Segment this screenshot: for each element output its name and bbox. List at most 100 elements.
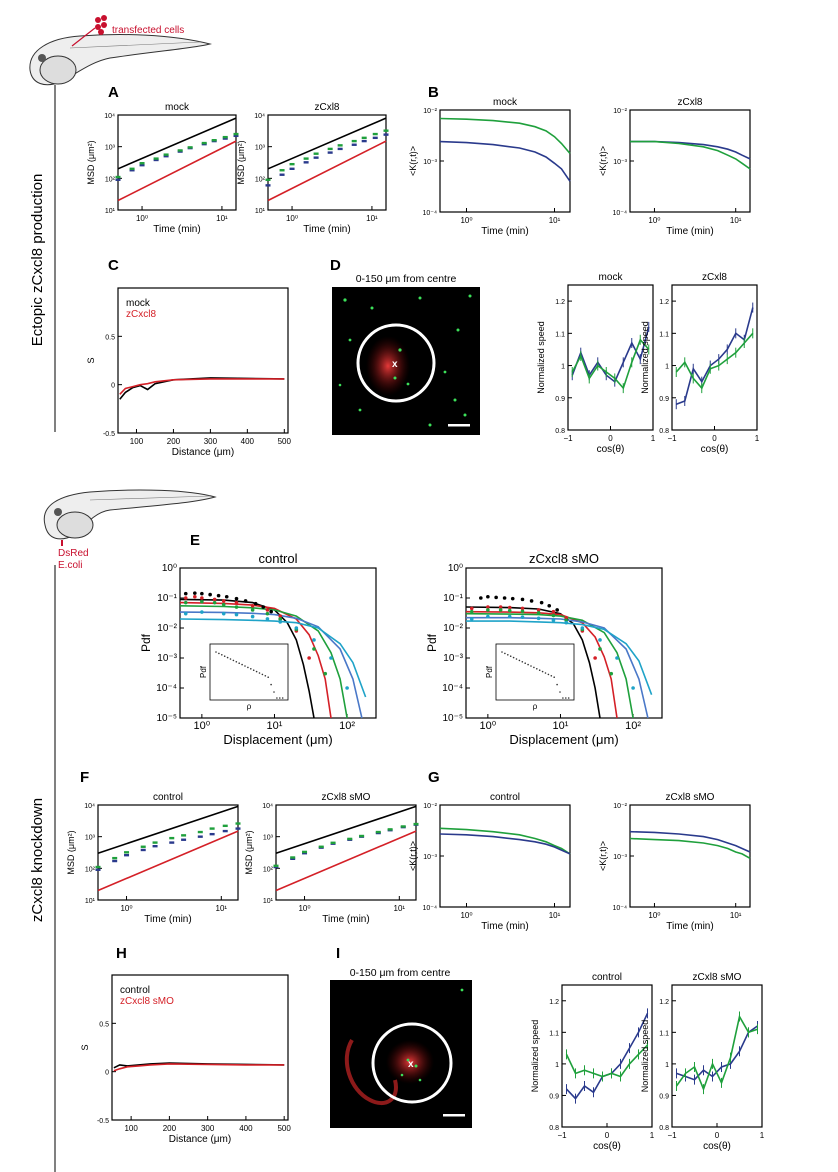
y-tick-label: 10⁻² <box>613 803 627 810</box>
data-point-green <box>486 608 490 612</box>
y-axis-label: S <box>80 1044 90 1050</box>
x-tick-label: 10¹ <box>730 911 742 920</box>
inset-point <box>524 662 526 664</box>
y-tick-label: 0.9 <box>659 396 669 403</box>
data-point-blue <box>129 169 135 172</box>
data-point-green <box>187 146 193 149</box>
y-tick-label: 10⁻² <box>613 108 627 115</box>
data-point-green <box>551 613 556 618</box>
data-point-green <box>400 825 406 828</box>
data-point-black <box>216 593 221 598</box>
data-point-green <box>361 136 367 140</box>
data-point-green <box>289 162 295 166</box>
inset-point <box>281 697 284 699</box>
y-tick-label: 10⁻⁴ <box>442 683 463 694</box>
panel-letter-A: A <box>108 84 119 101</box>
series-line-black <box>97 805 239 854</box>
data-point-green <box>265 178 271 181</box>
y-tick-label: 10² <box>105 176 116 183</box>
plot-frame <box>117 287 289 434</box>
data-point-cyan <box>520 615 525 619</box>
chart-title: mock <box>493 97 518 108</box>
inset-point <box>553 676 555 678</box>
image-caption-i: 0-150 μm from centre <box>350 967 451 979</box>
x-tick-label: 10⁰ <box>460 216 472 225</box>
data-point-green <box>265 611 270 616</box>
panel-letter-F: F <box>80 769 89 786</box>
y-tick-label: -0.5 <box>103 431 115 438</box>
inset-y-label: Pdf <box>485 665 494 678</box>
plot-frame <box>629 804 751 908</box>
data-point-blue <box>327 151 333 154</box>
data-point-blue <box>372 136 378 140</box>
data-point-green <box>290 856 296 859</box>
transfected-cells-label: transfected cells <box>112 25 184 36</box>
data-point-green <box>520 609 525 614</box>
data-point-cyan <box>221 611 226 616</box>
y-tick-label: 0.5 <box>105 334 115 341</box>
inset-point <box>507 654 509 656</box>
y-tick-label: 10¹ <box>85 898 96 905</box>
data-point-cyan <box>294 626 299 630</box>
data-point-green <box>383 129 389 132</box>
series-line-green <box>179 605 348 719</box>
inset-point <box>238 662 240 664</box>
x-tick-label: 10¹ <box>216 904 228 913</box>
transfected-cells-icon <box>71 15 107 47</box>
x-tick-label: 0 <box>608 434 613 443</box>
y-tick-label: 10⁴ <box>254 113 265 120</box>
data-point-green <box>129 167 135 171</box>
series-line-green <box>571 338 650 390</box>
inset-frame <box>495 643 575 701</box>
series-line-green <box>630 140 751 170</box>
x-tick-label: 10¹ <box>553 720 569 732</box>
data-point-green <box>598 647 602 651</box>
x-tick-label: 100 <box>124 1124 138 1133</box>
data-point-red <box>593 656 597 660</box>
chart-title: zCxl8 sMO <box>666 792 715 803</box>
data-point-blue <box>351 143 357 146</box>
data-point-black <box>269 609 273 614</box>
y-tick-label: 10² <box>85 866 96 873</box>
data-point-blue <box>209 832 215 836</box>
y-tick-label: 10⁻³ <box>613 159 627 166</box>
x-tick-label: 200 <box>167 437 181 446</box>
inset-point <box>273 691 275 693</box>
x-tick-label: 10¹ <box>216 214 228 223</box>
data-point-green <box>387 828 393 831</box>
data-point-cyan <box>329 656 333 660</box>
series-line-red <box>267 140 387 202</box>
data-point-blue <box>233 134 239 138</box>
data-point-black <box>261 605 266 609</box>
data-point-green <box>124 851 130 854</box>
series-line-green <box>629 837 751 859</box>
data-point-green <box>303 157 309 160</box>
y-axis-label: <K(r,t)> <box>408 146 418 176</box>
inset-point <box>518 659 521 662</box>
inset-point <box>264 675 267 677</box>
x-tick-label: 1 <box>755 434 760 443</box>
data-point-black <box>200 591 204 596</box>
inset-point <box>223 655 226 657</box>
inset-point <box>261 673 264 676</box>
plot-frame <box>111 974 289 1121</box>
data-point-cyan <box>265 617 270 621</box>
panel-letter-B: B <box>428 84 439 101</box>
image-caption-d: 0-150 μm from centre <box>356 273 457 285</box>
data-point-green <box>112 856 118 860</box>
chart-B_mock: 10⁰ 10¹ 10⁻⁴ 10⁻³ 10⁻² mock Time (min) <K(r,t)> <box>408 97 571 237</box>
series-line-black <box>275 805 417 854</box>
series-line-red <box>275 830 417 892</box>
x-axis-label: Displacement (μm) <box>223 732 332 747</box>
data-point-green <box>140 845 146 848</box>
data-point-cyan <box>631 686 635 690</box>
y-tick-label: 10⁻¹ <box>157 593 177 604</box>
data-point-blue <box>383 133 389 136</box>
data-point-blue <box>279 173 285 176</box>
y-tick-label: 0.8 <box>555 428 565 435</box>
data-point-black <box>479 596 483 600</box>
data-point-blue <box>313 156 319 159</box>
y-axis-label: MSD (μm²) <box>236 140 246 184</box>
data-point-green <box>139 162 145 165</box>
data-point-green <box>302 850 308 854</box>
